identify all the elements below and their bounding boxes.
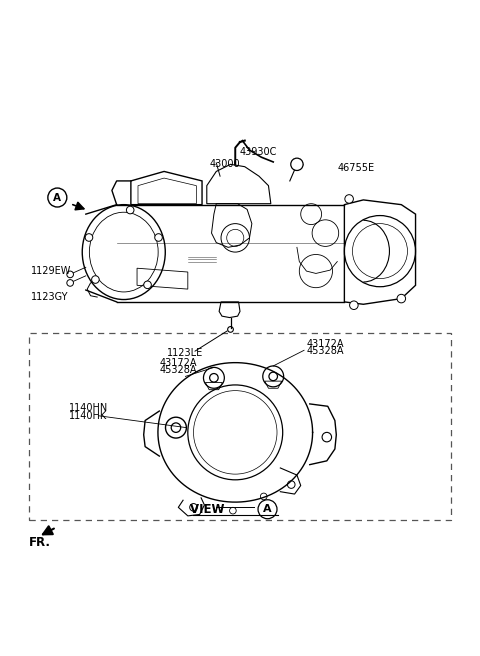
Text: 43930C: 43930C	[240, 148, 277, 157]
Text: 43172A: 43172A	[306, 339, 344, 350]
Text: 1140HN: 1140HN	[69, 403, 108, 413]
Circle shape	[92, 276, 99, 283]
Circle shape	[190, 504, 197, 511]
Circle shape	[261, 493, 267, 500]
Circle shape	[67, 271, 73, 277]
Text: 45328A: 45328A	[159, 365, 197, 375]
Circle shape	[322, 432, 332, 442]
Circle shape	[229, 507, 236, 514]
Circle shape	[85, 234, 93, 241]
Text: A: A	[53, 192, 61, 203]
Text: 46755E: 46755E	[337, 163, 374, 173]
Text: 1129EW: 1129EW	[31, 266, 72, 276]
Text: 1123GY: 1123GY	[31, 292, 69, 302]
Text: VIEW: VIEW	[190, 502, 228, 516]
Text: 43000: 43000	[209, 159, 240, 169]
Text: FR.: FR.	[29, 536, 51, 549]
Circle shape	[349, 301, 358, 310]
Circle shape	[345, 195, 353, 203]
Bar	[29, 333, 451, 520]
Text: 43172A: 43172A	[159, 358, 197, 368]
Circle shape	[144, 281, 151, 289]
Circle shape	[155, 234, 162, 241]
Circle shape	[126, 206, 134, 214]
Circle shape	[397, 295, 406, 303]
Text: A: A	[263, 504, 272, 514]
Circle shape	[67, 279, 73, 286]
Circle shape	[291, 158, 303, 171]
Text: 1140HK: 1140HK	[69, 411, 108, 420]
Text: 1123LE: 1123LE	[167, 348, 203, 358]
Circle shape	[288, 481, 295, 488]
Text: 45328A: 45328A	[306, 346, 344, 356]
